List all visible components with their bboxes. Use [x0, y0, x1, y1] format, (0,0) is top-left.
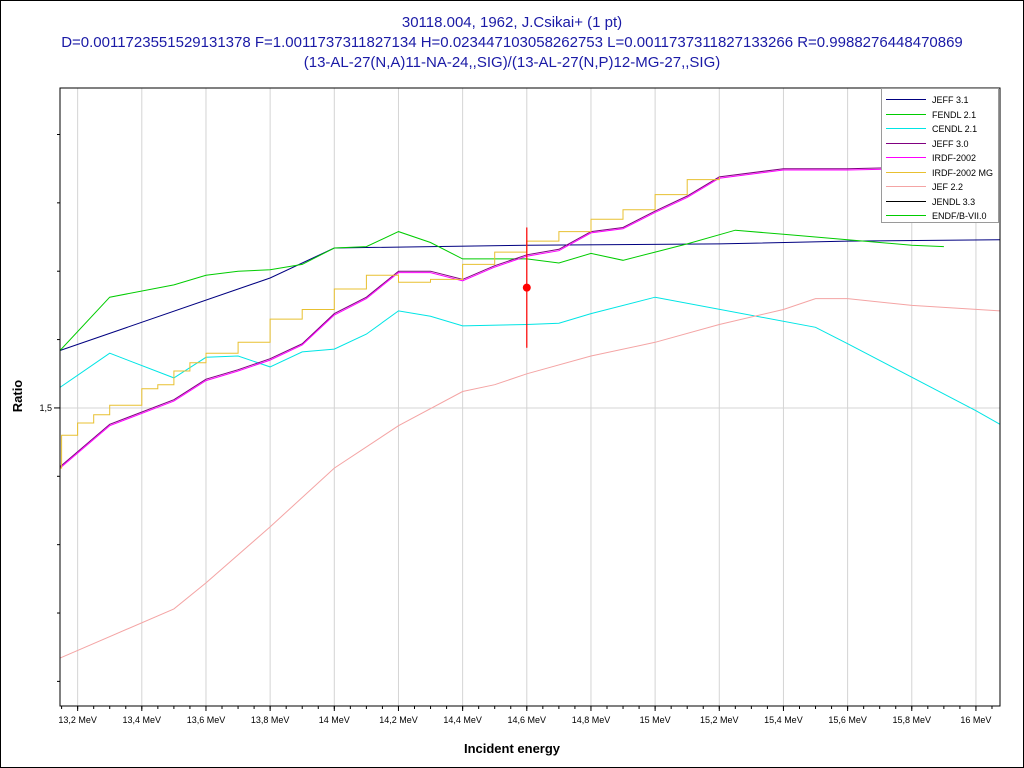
plot-area — [60, 88, 1000, 706]
legend-label: IRDF-2002 MG — [932, 167, 994, 178]
legend-swatch — [886, 99, 926, 100]
series-line-irdf-2002-mg — [60, 176, 720, 469]
y-axis-title: Ratio — [10, 379, 25, 413]
series-line-cendl-2-1 — [59, 296, 1001, 425]
legend-label: IRDF-2002 — [932, 153, 977, 163]
legend-item-jeff-3-0: JEFF 3.0 — [882, 137, 1000, 151]
x-tick-label: 15,2 MeV — [700, 715, 739, 725]
legend-swatch — [886, 157, 926, 158]
legend-item-irdf-2002: IRDF-2002 — [882, 151, 1000, 165]
legend-label: CENDL 2.1 — [932, 124, 978, 134]
y-tick-label: 1,5 — [39, 403, 52, 413]
legend-label: FENDL 2.1 — [932, 109, 977, 120]
series-line-irdf-2002 — [59, 168, 912, 469]
x-axis-title: Incident energy — [463, 741, 561, 756]
chart-title: 30118.004, 1962, J.Csikai+ (1 pt) — [401, 14, 623, 31]
chart-subtitle-reaction: (13-AL-27(N,A)11-NA-24,,SIG)/(13-AL-27(N… — [303, 54, 721, 71]
legend-label: JEFF 3.1 — [932, 95, 969, 105]
series-line-fendl-2-1 — [59, 229, 944, 351]
x-tick-label: 13,6 MeV — [187, 715, 226, 725]
legend-item-fendl-2-1: FENDL 2.1 — [882, 108, 1000, 122]
x-tick-label: 15 MeV — [640, 715, 671, 725]
legend-item-cendl-2-1: CENDL 2.1 — [882, 122, 1000, 136]
legend-swatch — [886, 200, 926, 202]
chart-legend: JEFF 3.1 FENDL 2.1 CENDL 2.1 JEFF 3.0 IRDF-2… — [881, 88, 999, 223]
x-tick-label: 15,6 MeV — [828, 715, 867, 725]
x-tick-label: 14,6 MeV — [508, 715, 547, 725]
legend-item-jef-2-2: JEF 2.2 — [882, 180, 1000, 194]
legend-label: JENDL 3.3 — [932, 196, 976, 207]
series-line-jef-2-2 — [59, 298, 1001, 659]
x-tick-label: 14,8 MeV — [572, 715, 611, 725]
legend-item-jeff-3-1: JEFF 3.1 — [882, 93, 1000, 107]
chart-subtitle-params: D=0.0011723551529131378 F=1.001173731182… — [61, 34, 963, 51]
plot-border — [59, 87, 1001, 707]
x-tick-label: 16 MeV — [960, 715, 991, 725]
x-tick-label: 13,2 MeV — [58, 715, 97, 725]
legend-swatch — [886, 128, 926, 129]
legend-label: ENDF/B-VII.0 — [932, 211, 987, 221]
x-tick-label: 15,4 MeV — [764, 715, 803, 725]
legend-item-endf-b-vii-0: ENDF/B-VII.0 — [882, 209, 1000, 223]
legend-swatch — [886, 171, 926, 173]
x-tick-label: 13,8 MeV — [251, 715, 290, 725]
legend-label: JEFF 3.0 — [932, 138, 969, 149]
data-point-marker — [522, 283, 531, 292]
legend-item-jendl-3-3: JENDL 3.3 — [882, 195, 1000, 209]
legend-label: JEF 2.2 — [932, 182, 964, 192]
x-tick-label: 14,2 MeV — [379, 715, 418, 725]
x-tick-label: 15,8 MeV — [893, 715, 932, 725]
x-tick-label: 14 MeV — [319, 715, 350, 725]
legend-swatch — [886, 113, 926, 115]
x-tick-label: 13,4 MeV — [123, 715, 162, 725]
legend-swatch — [886, 215, 926, 216]
x-tick-label: 14,4 MeV — [443, 715, 482, 725]
legend-swatch — [886, 142, 926, 144]
legend-item-irdf-2002-mg: IRDF-2002 MG — [882, 166, 1000, 180]
legend-swatch — [886, 186, 926, 187]
